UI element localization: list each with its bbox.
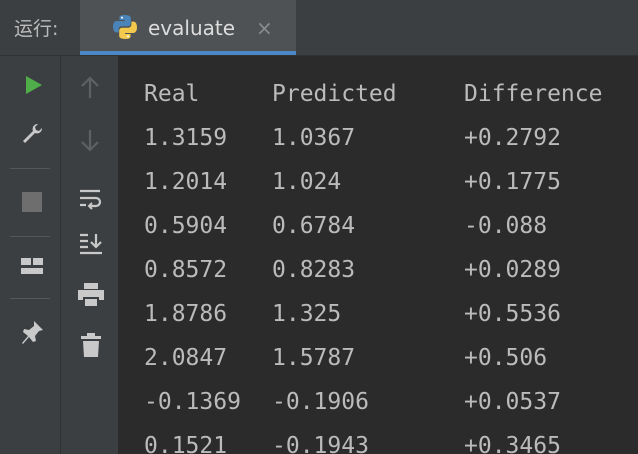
console-row: 1.3159 1.0367 +0.2792 (144, 116, 561, 160)
print-icon[interactable] (77, 282, 105, 308)
wrench-icon[interactable] (20, 122, 44, 146)
tab-active-underline (80, 51, 296, 55)
predicted-value: 1.5787 (272, 345, 356, 371)
pin-icon[interactable] (20, 320, 44, 346)
run-label: 运行: (14, 18, 59, 40)
difference-value: +0.0537 (464, 389, 561, 415)
run-toolbar-right (61, 56, 118, 454)
toolbar-separator (10, 236, 50, 237)
python-icon (113, 15, 137, 39)
scroll-to-end-icon[interactable] (78, 232, 104, 256)
difference-value: +0.5536 (464, 301, 561, 327)
header-predicted: Predicted (272, 81, 397, 107)
difference-value: -0.088 (464, 213, 548, 239)
down-arrow-icon[interactable] (79, 128, 101, 152)
toolbar-separator (10, 168, 50, 169)
console-row: -0.1369 -0.1906 +0.0537 (144, 380, 561, 424)
layout-icon[interactable] (20, 256, 44, 276)
console-header-row: Real Predicted Difference (144, 72, 602, 116)
console-row: 1.8786 1.325 +0.5536 (144, 292, 561, 336)
predicted-value: 1.024 (272, 169, 342, 195)
real-value: 0.5904 (144, 213, 228, 239)
predicted-value: -0.1906 (272, 389, 369, 415)
trash-icon[interactable] (80, 332, 102, 358)
soft-wrap-icon[interactable] (78, 188, 104, 210)
close-icon[interactable]: × (256, 16, 273, 40)
real-value: 2.0847 (144, 345, 228, 371)
predicted-value: 1.325 (272, 301, 342, 327)
tab-label: evaluate (148, 16, 236, 40)
run-icon[interactable] (22, 74, 44, 96)
difference-value: +0.3465 (464, 433, 561, 454)
console-row: 0.5904 0.6784 -0.088 (144, 204, 547, 248)
difference-value: +0.0289 (464, 257, 561, 283)
difference-value: +0.506 (464, 345, 548, 371)
difference-value: +0.1775 (464, 169, 561, 195)
stop-icon[interactable] (22, 192, 42, 212)
header-difference: Difference (464, 81, 603, 107)
run-toolbar-left (0, 56, 60, 454)
header-divider (0, 55, 638, 56)
predicted-value: 0.8283 (272, 257, 356, 283)
real-value: 0.1521 (144, 433, 228, 454)
real-value: 1.3159 (144, 125, 228, 151)
run-panel-header: 运行: evaluate × (0, 0, 638, 55)
toolbar-separator (10, 298, 50, 299)
toolbar-divider (60, 56, 61, 454)
real-value: 0.8572 (144, 257, 228, 283)
console-row: 1.2014 1.024 +0.1775 (144, 160, 561, 204)
console-output[interactable]: Real Predicted Difference 1.3159 1.0367 … (118, 56, 638, 454)
header-real: Real (144, 81, 200, 107)
console-row: 0.1521 -0.1943 +0.3465 (144, 424, 561, 454)
predicted-value: 0.6784 (272, 213, 356, 239)
difference-value: +0.2792 (464, 125, 561, 151)
up-arrow-icon[interactable] (79, 76, 101, 100)
console-row: 0.8572 0.8283 +0.0289 (144, 248, 561, 292)
real-value: -0.1369 (144, 389, 241, 415)
real-value: 1.2014 (144, 169, 228, 195)
predicted-value: 1.0367 (272, 125, 356, 151)
tab-evaluate[interactable]: evaluate × (80, 0, 296, 55)
predicted-value: -0.1943 (272, 433, 369, 454)
console-row: 2.0847 1.5787 +0.506 (144, 336, 547, 380)
real-value: 1.8786 (144, 301, 228, 327)
